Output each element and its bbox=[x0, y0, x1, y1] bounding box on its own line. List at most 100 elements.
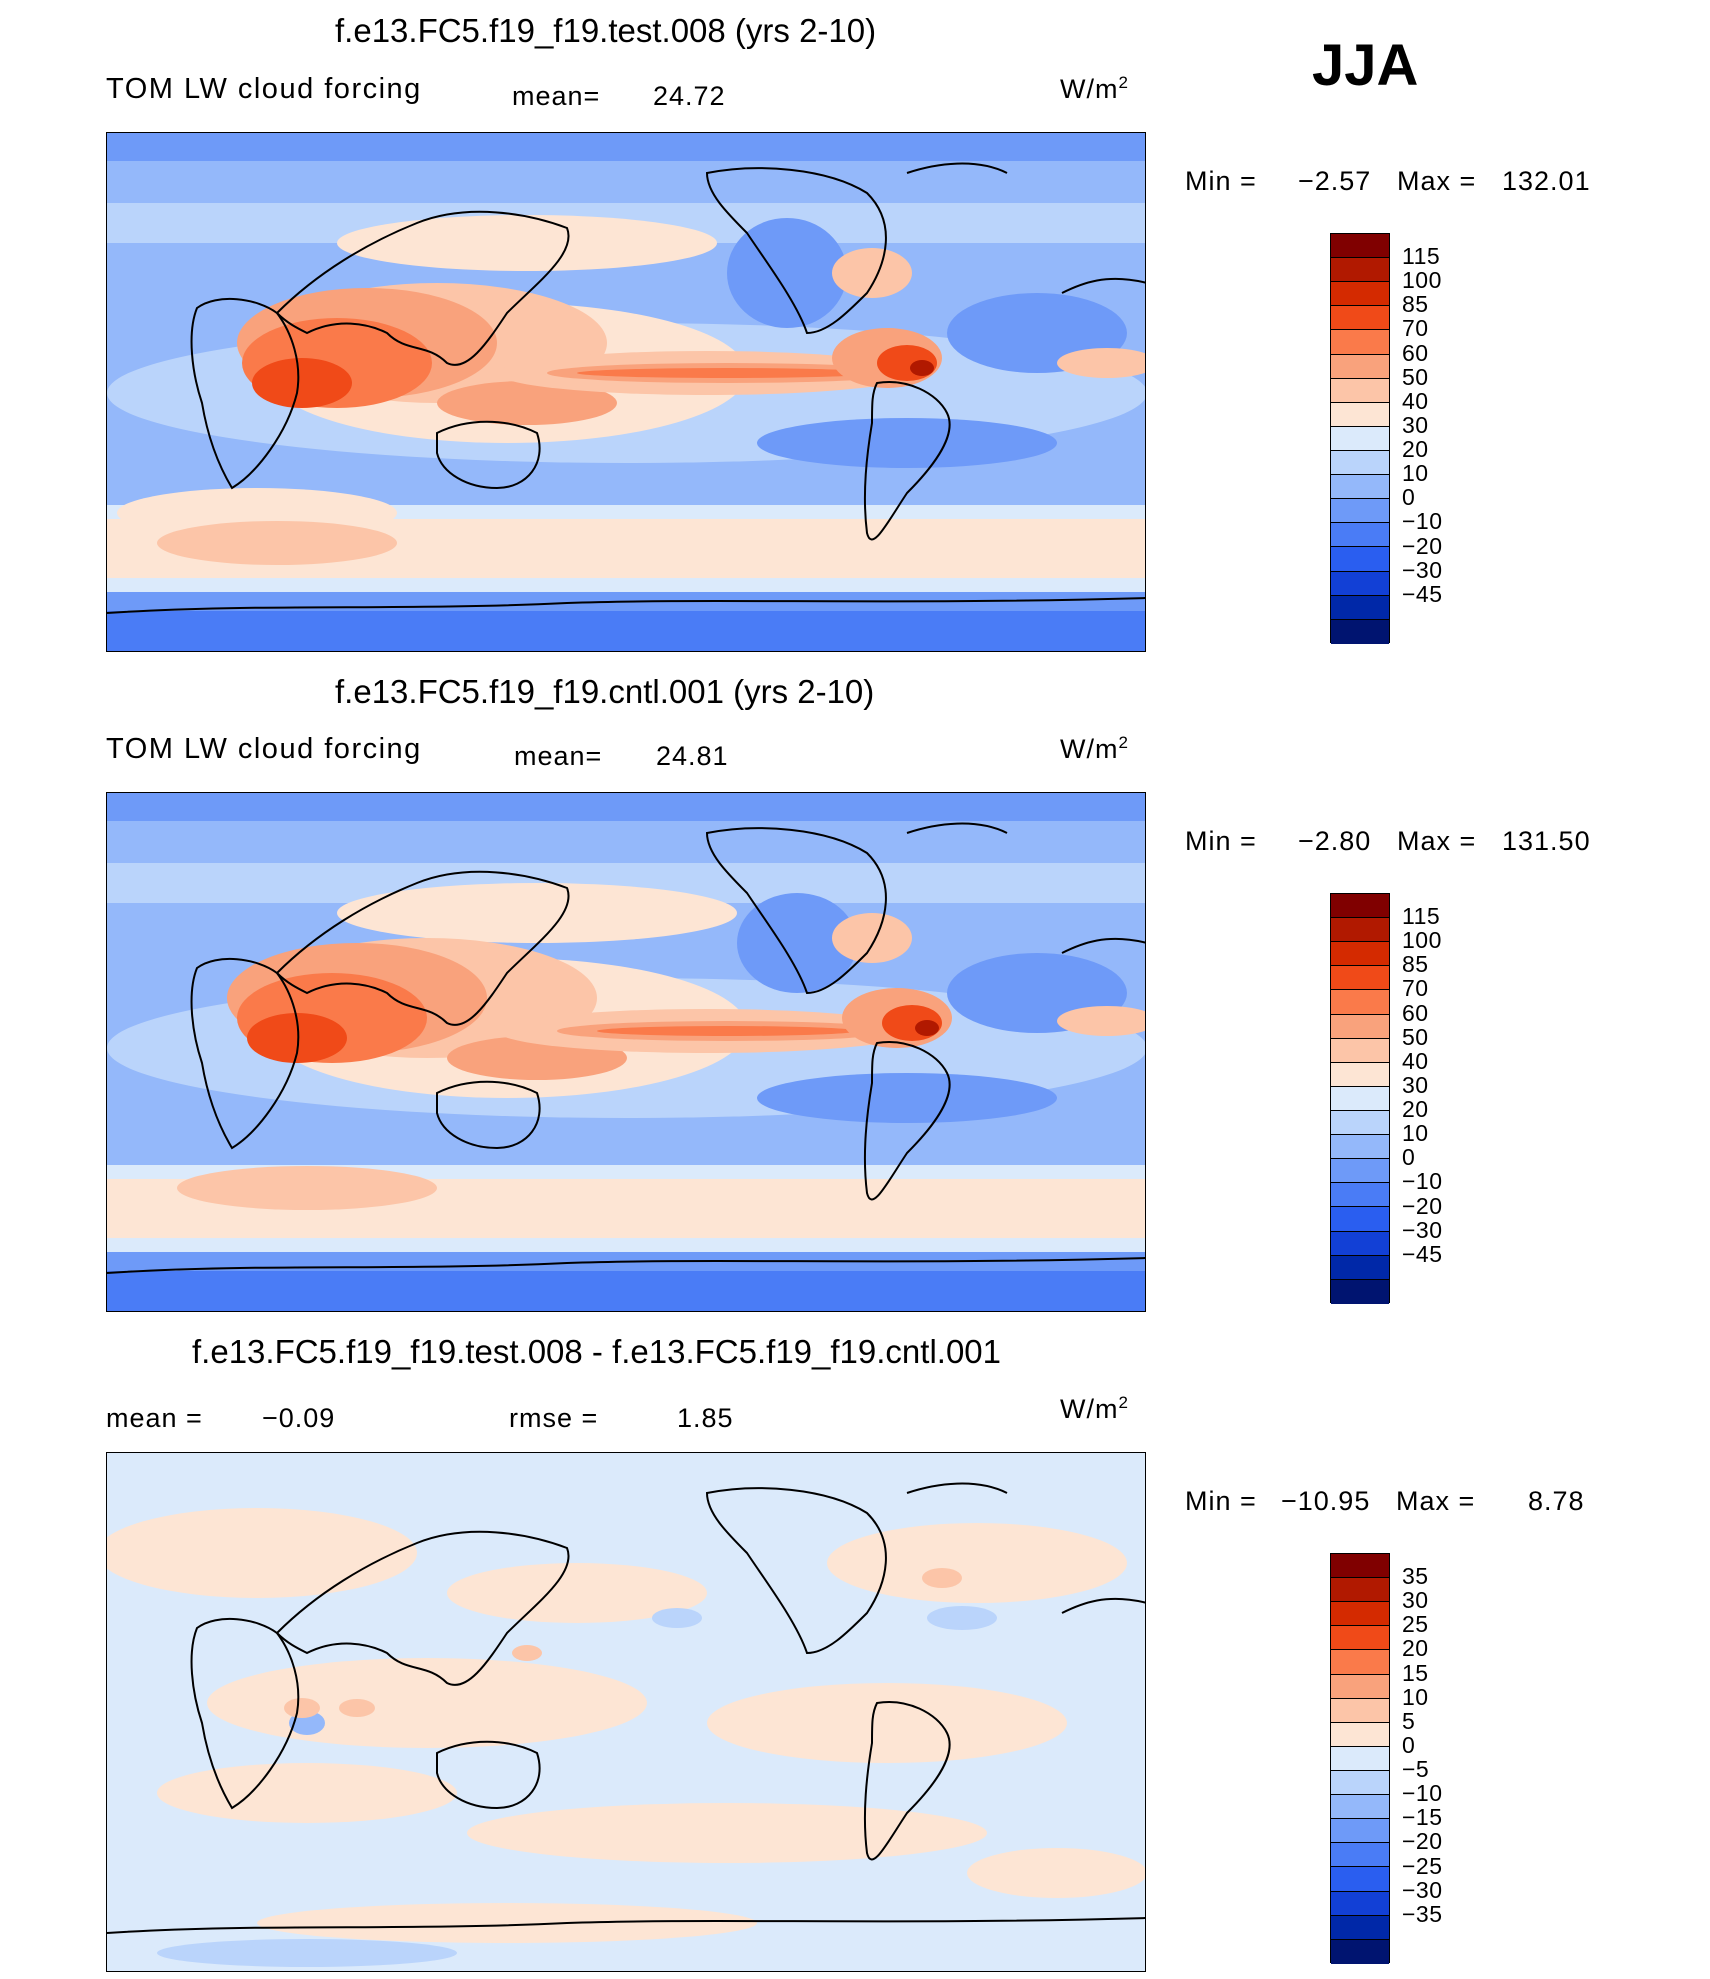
panel3-max-value: 8.78 bbox=[1528, 1486, 1585, 1516]
colorbar-swatch bbox=[1331, 378, 1389, 403]
colorbar-swatch bbox=[1331, 1110, 1389, 1136]
panel1-max-value: 132.01 bbox=[1502, 166, 1591, 196]
panel3-map-svg bbox=[107, 1453, 1145, 1971]
colorbar-tick-label: 70 bbox=[1402, 975, 1429, 1002]
panel3-min-value: −10.95 bbox=[1281, 1486, 1371, 1516]
panel3-max-label: Max = bbox=[1396, 1486, 1476, 1516]
colorbar-tick-label: 35 bbox=[1402, 1563, 1429, 1590]
colorbar-tick-label: 0 bbox=[1402, 1731, 1416, 1758]
panel1-mean-value: 24.72 bbox=[653, 81, 726, 111]
colorbar-tick-label: 30 bbox=[1402, 411, 1429, 438]
colorbar-swatch bbox=[1331, 547, 1389, 572]
colorbar-tick-label: −5 bbox=[1402, 1756, 1430, 1783]
colorbar-tick-label: 60 bbox=[1402, 999, 1429, 1026]
colorbar-swatch bbox=[1331, 1795, 1389, 1820]
units-text: W/m bbox=[1060, 74, 1119, 104]
units-exponent: 2 bbox=[1118, 73, 1129, 92]
panel3-title: f.e13.FC5.f19_f19.test.008 - f.e13.FC5.f… bbox=[192, 1333, 1002, 1370]
colorbar-swatch bbox=[1331, 1843, 1389, 1868]
panel2-min-value: −2.80 bbox=[1298, 826, 1372, 856]
panel2-mean-label: mean= bbox=[514, 741, 603, 771]
panel2-mean-value: 24.81 bbox=[656, 741, 729, 771]
colorbar-tick-label: 70 bbox=[1402, 315, 1429, 342]
colorbar-tick-label: 0 bbox=[1402, 484, 1416, 511]
panel3-map bbox=[106, 1452, 1146, 1972]
colorbar-swatch bbox=[1331, 571, 1389, 596]
colorbar-tick-label: −20 bbox=[1402, 1192, 1443, 1219]
panel1-max-label: Max = bbox=[1397, 166, 1477, 196]
colorbar-swatch bbox=[1331, 1062, 1389, 1087]
colorbar-swatch bbox=[1331, 1183, 1389, 1208]
colorbar-swatch bbox=[1331, 1867, 1389, 1892]
colorbar-swatch bbox=[1331, 282, 1389, 307]
colorbar-swatch bbox=[1331, 1554, 1389, 1579]
colorbar-tick-label: 25 bbox=[1402, 1611, 1429, 1638]
panel2-max-label: Max = bbox=[1397, 826, 1477, 856]
colorbar-swatch bbox=[1331, 450, 1389, 476]
colorbar-swatch bbox=[1331, 1231, 1389, 1256]
panel1-units: W/m2 bbox=[1060, 73, 1129, 105]
colorbar-swatch bbox=[1331, 1698, 1389, 1723]
colorbar-tick-label: 0 bbox=[1402, 1144, 1416, 1171]
colorbar-tick-label: −30 bbox=[1402, 1216, 1443, 1243]
colorbar-swatch bbox=[1331, 523, 1389, 548]
colorbar-swatch bbox=[1331, 258, 1389, 283]
colorbar-tick-label: 115 bbox=[1402, 243, 1441, 270]
panel3-colorbar bbox=[1330, 1553, 1390, 1964]
colorbar-tick-label: −30 bbox=[1402, 1876, 1443, 1903]
colorbar-tick-label: −10 bbox=[1402, 508, 1443, 535]
panel3-min-label: Min = bbox=[1185, 1486, 1257, 1516]
colorbar-swatch bbox=[1331, 966, 1389, 991]
colorbar-tick-label: −25 bbox=[1402, 1852, 1443, 1879]
panel1-map-svg bbox=[107, 133, 1145, 651]
colorbar-tick-label: 15 bbox=[1402, 1659, 1429, 1686]
colorbar-tick-label: −15 bbox=[1402, 1804, 1443, 1831]
colorbar-tick-label: 30 bbox=[1402, 1587, 1429, 1614]
units-text: W/m bbox=[1060, 1394, 1119, 1424]
colorbar-tick-label: 85 bbox=[1402, 291, 1429, 318]
colorbar-swatch bbox=[1331, 1207, 1389, 1232]
panel1-colorbar bbox=[1330, 233, 1390, 644]
colorbar-swatch bbox=[1331, 1650, 1389, 1675]
colorbar-swatch bbox=[1331, 990, 1389, 1015]
colorbar-tick-label: 20 bbox=[1402, 1635, 1429, 1662]
colorbar-swatch bbox=[1331, 1086, 1389, 1111]
panel3-mean-label: mean = bbox=[106, 1403, 203, 1433]
panel2-max-value: 131.50 bbox=[1502, 826, 1591, 856]
season-label: JJA bbox=[1312, 33, 1419, 98]
panel2-min-label: Min = bbox=[1185, 826, 1257, 856]
colorbar-swatch bbox=[1331, 918, 1389, 943]
colorbar-swatch bbox=[1331, 1674, 1389, 1699]
colorbar-swatch bbox=[1331, 1626, 1389, 1651]
colorbar-swatch bbox=[1331, 942, 1389, 967]
colorbar-tick-label: −45 bbox=[1402, 1240, 1443, 1267]
colorbar-tick-label: 115 bbox=[1402, 903, 1441, 930]
panel2-variable-label: TOM LW cloud forcing bbox=[106, 733, 422, 765]
units-exponent: 2 bbox=[1118, 1393, 1129, 1412]
colorbar-swatch bbox=[1331, 1014, 1389, 1039]
colorbar-tick-label: −10 bbox=[1402, 1780, 1443, 1807]
colorbar-swatch bbox=[1331, 1891, 1389, 1916]
colorbar-swatch bbox=[1331, 475, 1389, 500]
colorbar-tick-label: 20 bbox=[1402, 436, 1429, 463]
panel1-min-value: −2.57 bbox=[1298, 166, 1372, 196]
colorbar-tick-label: −20 bbox=[1402, 1828, 1443, 1855]
colorbar-swatch bbox=[1331, 619, 1389, 644]
colorbar-tick-label: 40 bbox=[1402, 1047, 1429, 1074]
panel1-variable-label: TOM LW cloud forcing bbox=[106, 73, 422, 105]
colorbar-swatch bbox=[1331, 1746, 1389, 1771]
colorbar-swatch bbox=[1331, 1722, 1389, 1747]
colorbar-tick-label: −10 bbox=[1402, 1168, 1443, 1195]
colorbar-tick-label: −35 bbox=[1402, 1900, 1443, 1927]
units-text: W/m bbox=[1060, 734, 1119, 764]
colorbar-swatch bbox=[1331, 1038, 1389, 1063]
colorbar-swatch bbox=[1331, 1939, 1389, 1964]
colorbar-swatch bbox=[1331, 499, 1389, 524]
panel2-map bbox=[106, 792, 1146, 1312]
colorbar-tick-label: 100 bbox=[1402, 927, 1442, 954]
colorbar-tick-label: 40 bbox=[1402, 387, 1429, 414]
colorbar-tick-label: 50 bbox=[1402, 1023, 1429, 1050]
colorbar-swatch bbox=[1331, 1915, 1389, 1940]
colorbar-tick-label: −45 bbox=[1402, 580, 1443, 607]
colorbar-tick-label: 85 bbox=[1402, 951, 1429, 978]
